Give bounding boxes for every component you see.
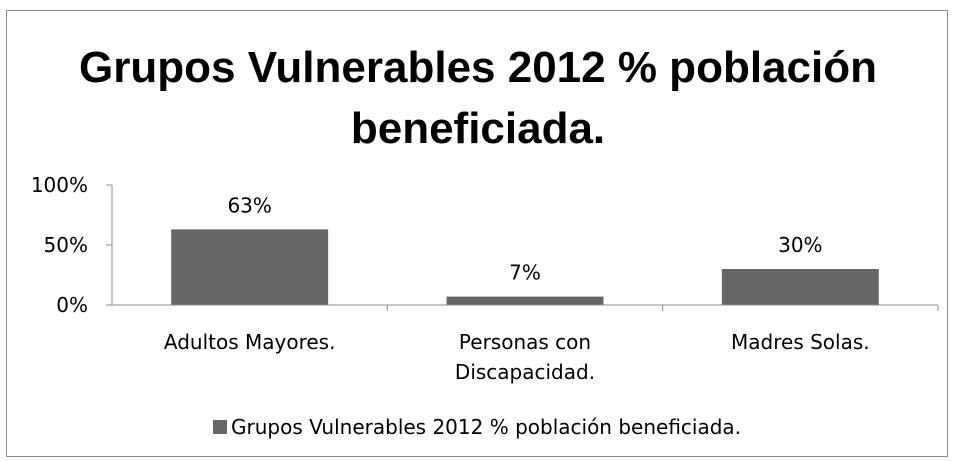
bar <box>171 229 329 305</box>
data-label: 30% <box>778 233 822 257</box>
x-category-label: Personas con <box>459 330 591 354</box>
x-axis: Adultos Mayores. Personas con Discapacidad… <box>112 304 939 384</box>
y-axis: 0% 50% 100% <box>31 173 113 317</box>
chart-title-line-2: beneficiada. <box>351 104 605 153</box>
bar <box>721 269 879 305</box>
legend-label: Grupos Vulnerables 2012 % población bene… <box>231 415 741 439</box>
x-category-label: Discapacidad. <box>455 360 595 384</box>
chart-title-line-1: Grupos Vulnerables 2012 % población <box>79 43 877 92</box>
legend: Grupos Vulnerables 2012 % población bene… <box>213 415 741 439</box>
data-label: 63% <box>227 193 271 217</box>
chart-frame <box>6 10 948 457</box>
bar <box>446 296 604 305</box>
chart-title: Grupos Vulnerables 2012 % población benef… <box>79 43 877 153</box>
bars: 63% 7% 30% <box>171 193 879 305</box>
y-tick-label: 50% <box>44 233 88 257</box>
x-category-label: Adultos Mayores. <box>164 330 336 354</box>
legend-swatch <box>213 420 227 434</box>
data-label: 7% <box>509 261 541 285</box>
y-tick-label: 100% <box>31 173 88 197</box>
y-tick-label: 0% <box>56 293 88 317</box>
x-category-label: Madres Solas. <box>731 330 870 354</box>
